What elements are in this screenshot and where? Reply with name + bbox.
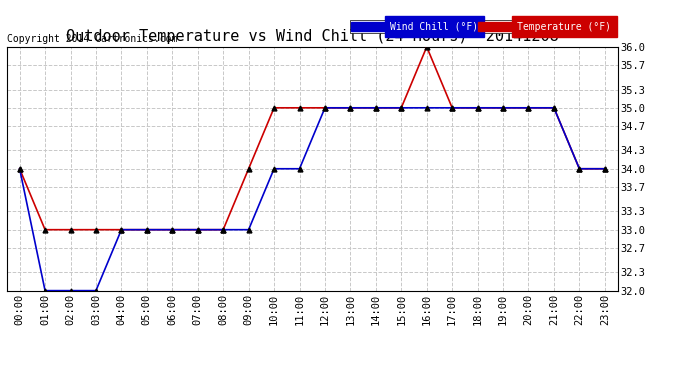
- Title: Outdoor Temperature vs Wind Chill (24 Hours)  20141208: Outdoor Temperature vs Wind Chill (24 Ho…: [66, 29, 559, 44]
- Legend: Wind Chill (°F), Temperature (°F): Wind Chill (°F), Temperature (°F): [350, 20, 613, 33]
- Text: Copyright 2014 Cartronics.com: Copyright 2014 Cartronics.com: [7, 34, 177, 45]
